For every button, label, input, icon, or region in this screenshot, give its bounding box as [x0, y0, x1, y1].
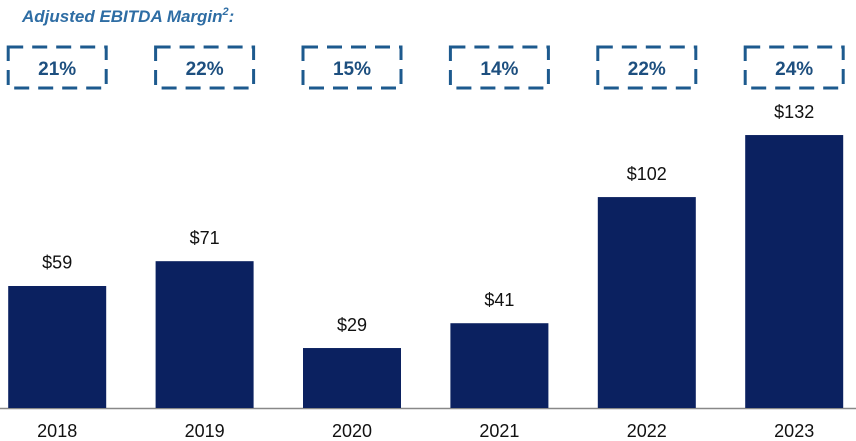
margin-box [6, 45, 108, 90]
bar [745, 135, 844, 409]
margin-box [448, 45, 550, 90]
x-tick-label: 2023 [774, 421, 814, 441]
bar [450, 323, 549, 408]
x-tick-label: 2018 [37, 421, 77, 441]
margin-label: 21% [38, 59, 76, 80]
margin-label: 14% [480, 59, 518, 80]
margin-label: 15% [333, 59, 371, 80]
margin-label: 24% [775, 59, 813, 80]
margin-box [743, 45, 845, 90]
margin-box [596, 45, 698, 90]
value-label: $29 [337, 315, 367, 335]
x-tick-label: 2020 [332, 421, 372, 441]
x-tick-label: 2019 [185, 421, 225, 441]
bar [155, 261, 254, 408]
chart-title: Adjusted EBITDA Margin [21, 7, 223, 26]
margin-box [154, 45, 256, 90]
bar [597, 197, 696, 408]
value-label: $132 [774, 102, 814, 122]
bar [8, 285, 107, 408]
value-label: $59 [42, 253, 72, 273]
margin-label: 22% [628, 59, 666, 80]
chart-title-group: Adjusted EBITDA Margin2: [21, 6, 234, 27]
title-suffix: : [229, 7, 235, 26]
value-label: $102 [627, 164, 667, 184]
margin-box [301, 45, 403, 90]
value-label: $41 [484, 290, 514, 310]
x-tick-label: 2022 [627, 421, 667, 441]
x-tick-label: 2021 [479, 421, 519, 441]
value-label: $71 [190, 228, 220, 248]
bar [303, 348, 401, 408]
margin-label: 22% [186, 59, 224, 80]
title-note: 2 [222, 6, 229, 18]
